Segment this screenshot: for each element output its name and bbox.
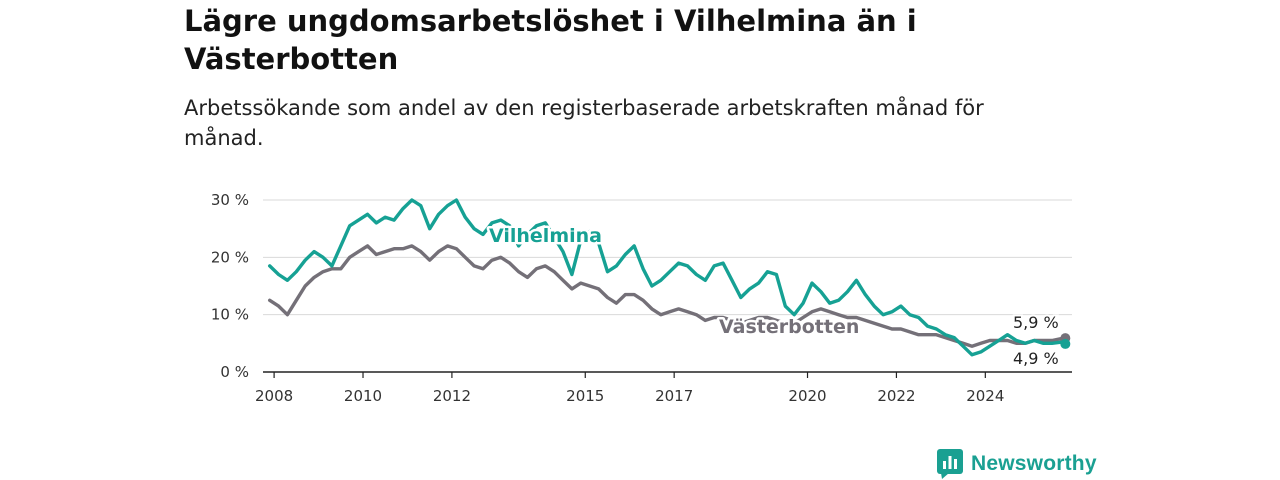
y-tick-label: 30 % (211, 191, 249, 209)
y-tick-label: 10 % (211, 306, 249, 324)
chart-subtitle: Arbetssökande som andel av den registerb… (184, 96, 984, 150)
x-tick-label: 2020 (788, 387, 826, 405)
x-tick-label: 2024 (966, 387, 1004, 405)
line-chart: 0 % 10 % 20 % 30 % 2008 2010 2012 2015 2017 2020 2… (211, 191, 1072, 405)
end-point-vilhelmina (1060, 338, 1071, 349)
x-tick-label: 2017 (655, 387, 693, 405)
y-tick-label: 20 % (211, 248, 249, 266)
series-line-vilhelmina (268, 198, 1067, 357)
series-label-vilhelmina: Vilhelmina (489, 225, 602, 247)
brand[interactable]: Newsworthy (937, 449, 1097, 479)
x-tick-label: 2010 (344, 387, 382, 405)
series-label-vasterbotten: Västerbotten (719, 316, 859, 338)
x-tick-label: 2015 (566, 387, 604, 405)
newsworthy-logo-icon (937, 449, 963, 479)
y-tick-label: 0 % (220, 363, 249, 381)
end-label-vilhelmina: 4,9 % (1013, 349, 1059, 368)
x-tick-label: 2008 (255, 387, 293, 405)
chart-title: Lägre ungdomsarbetslöshet i Vilhelmina ä… (184, 4, 917, 76)
x-tick-label: 2012 (433, 387, 471, 405)
x-tick-label: 2022 (877, 387, 915, 405)
brand-name: Newsworthy (971, 452, 1097, 475)
end-label-vasterbotten: 5,9 % (1013, 313, 1059, 332)
series-line-vasterbotten (268, 244, 1067, 348)
